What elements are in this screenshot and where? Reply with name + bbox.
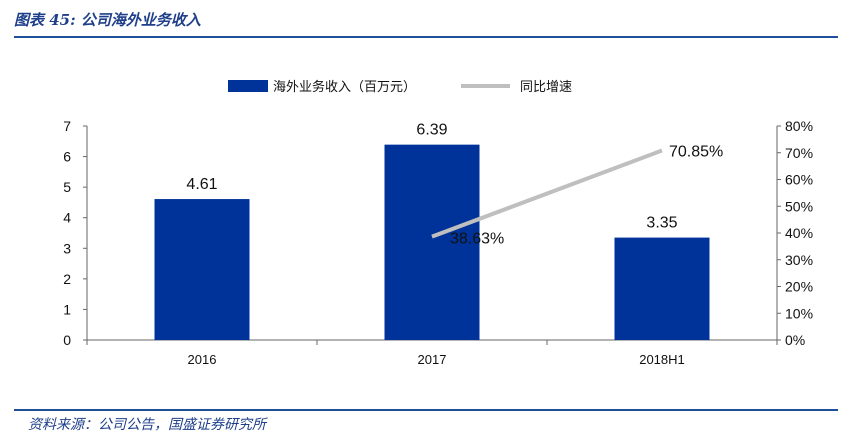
bar-value-label: 6.39 bbox=[416, 122, 447, 139]
bar-2016 bbox=[154, 199, 250, 340]
right-axis-tick-label: 60% bbox=[785, 172, 813, 188]
right-axis-tick-label: 30% bbox=[785, 252, 813, 268]
right-axis-tick-label: 70% bbox=[785, 145, 813, 161]
left-axis-tick-label: 3 bbox=[63, 240, 71, 256]
growth-rate-label: 70.85% bbox=[669, 143, 723, 160]
x-axis-category-label: 2016 bbox=[188, 352, 217, 367]
left-axis-tick-label: 0 bbox=[63, 332, 71, 348]
right-axis-tick-label: 80% bbox=[785, 118, 813, 134]
right-axis-tick-label: 10% bbox=[785, 305, 813, 321]
left-axis-tick-label: 2 bbox=[63, 271, 71, 287]
legend-bar-label: 海外业务收入（百万元） bbox=[273, 79, 416, 95]
figure-source: 资料来源：公司公告，国盛证券研究所 bbox=[28, 417, 266, 433]
left-axis-tick-label: 7 bbox=[63, 118, 71, 134]
legend-line-label: 同比增速 bbox=[520, 80, 572, 95]
legend-bar-swatch bbox=[228, 80, 268, 92]
growth-rate-label: 38.63% bbox=[450, 231, 504, 248]
bar-2017 bbox=[384, 144, 480, 340]
left-axis-tick-label: 4 bbox=[63, 210, 71, 226]
left-axis-tick-label: 1 bbox=[63, 301, 71, 317]
x-axis-category-label: 2018H1 bbox=[639, 352, 685, 367]
left-axis-tick-label: 5 bbox=[63, 179, 71, 195]
right-axis-tick-label: 20% bbox=[785, 279, 813, 295]
bar-value-label: 4.61 bbox=[186, 176, 217, 193]
x-axis-category-label: 2017 bbox=[418, 352, 447, 367]
bar-2018H1 bbox=[614, 237, 710, 340]
figure-title: 图表 45: 公司海外业务收入 bbox=[14, 11, 201, 29]
chart: 012345670%10%20%30%40%50%60%70%80%4.616.… bbox=[63, 79, 813, 367]
left-axis-tick-label: 6 bbox=[63, 149, 71, 165]
title-rule bbox=[14, 36, 838, 38]
source-rule bbox=[14, 409, 838, 411]
right-axis-tick-label: 0% bbox=[785, 332, 805, 348]
right-axis-tick-label: 40% bbox=[785, 225, 813, 241]
growth-rate-line bbox=[431, 148, 663, 239]
right-axis-tick-label: 50% bbox=[785, 198, 813, 214]
bar-value-label: 3.35 bbox=[646, 215, 677, 232]
